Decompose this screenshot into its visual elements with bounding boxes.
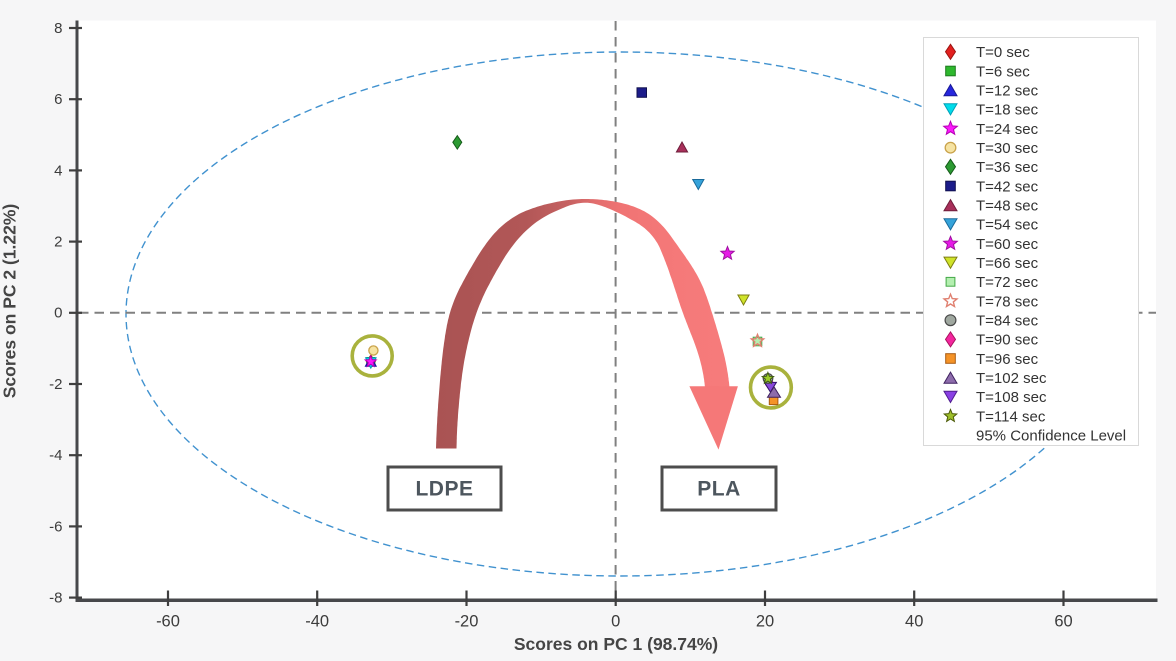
svg-text:-20: -20	[455, 613, 479, 631]
svg-text:T=60 sec: T=60 sec	[976, 236, 1039, 253]
svg-text:95% Confidence Level: 95% Confidence Level	[976, 428, 1126, 445]
svg-text:-6: -6	[49, 518, 62, 535]
svg-text:T=6 sec: T=6 sec	[976, 63, 1030, 80]
svg-text:T=54 sec: T=54 sec	[976, 217, 1039, 234]
svg-text:T=108 sec: T=108 sec	[976, 389, 1047, 406]
svg-text:T=18 sec: T=18 sec	[976, 102, 1039, 119]
svg-text:Scores on PC 2 (1.22%): Scores on PC 2 (1.22%)	[0, 204, 20, 399]
svg-text:T=84 sec: T=84 sec	[976, 313, 1039, 330]
svg-text:20: 20	[756, 613, 774, 631]
svg-text:2: 2	[54, 234, 62, 251]
svg-text:4: 4	[54, 162, 62, 179]
svg-text:T=96 sec: T=96 sec	[976, 351, 1039, 368]
svg-text:40: 40	[905, 613, 923, 631]
svg-text:T=102 sec: T=102 sec	[976, 370, 1047, 387]
svg-text:T=72 sec: T=72 sec	[976, 274, 1039, 291]
svg-text:-40: -40	[305, 613, 329, 631]
svg-text:LDPE: LDPE	[415, 478, 473, 501]
svg-text:T=66 sec: T=66 sec	[976, 255, 1039, 272]
svg-text:T=90 sec: T=90 sec	[976, 332, 1039, 349]
svg-text:T=36 sec: T=36 sec	[976, 159, 1039, 176]
svg-text:-2: -2	[49, 376, 62, 393]
svg-text:T=0 sec: T=0 sec	[976, 44, 1030, 61]
svg-text:T=30 sec: T=30 sec	[976, 140, 1039, 157]
svg-text:T=48 sec: T=48 sec	[976, 198, 1039, 215]
svg-text:T=78 sec: T=78 sec	[976, 293, 1039, 310]
svg-text:-8: -8	[49, 590, 62, 607]
svg-text:60: 60	[1054, 613, 1072, 631]
svg-text:PLA: PLA	[697, 478, 741, 501]
svg-text:8: 8	[54, 20, 62, 37]
svg-text:T=42 sec: T=42 sec	[976, 178, 1039, 195]
svg-text:T=24 sec: T=24 sec	[976, 121, 1039, 138]
svg-text:T=114 sec: T=114 sec	[976, 408, 1046, 425]
svg-text:Scores on PC 1 (98.74%): Scores on PC 1 (98.74%)	[514, 634, 718, 654]
svg-text:6: 6	[54, 91, 62, 108]
svg-text:-60: -60	[156, 613, 180, 631]
svg-text:0: 0	[54, 305, 62, 322]
svg-text:T=12 sec: T=12 sec	[976, 82, 1039, 99]
svg-text:-4: -4	[49, 447, 62, 464]
svg-text:0: 0	[611, 613, 620, 631]
